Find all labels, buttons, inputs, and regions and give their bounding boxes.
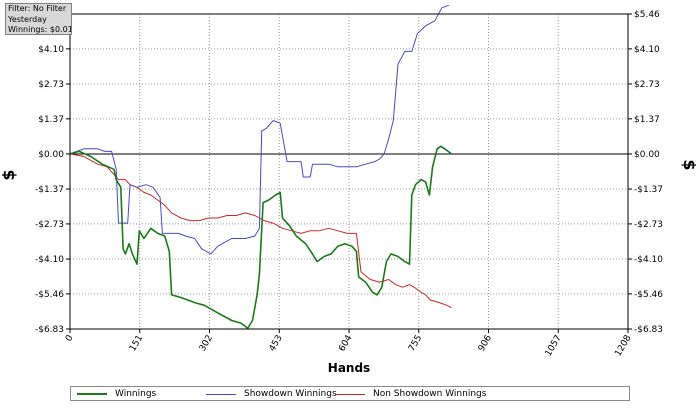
filter-text: Filter: No Filter — [8, 4, 67, 13]
series-layer — [69, 4, 452, 329]
legend-swatch-showdown — [206, 393, 236, 395]
x-tick-label: 453 — [268, 334, 285, 354]
x-axis: 0 151 302 453 604 755 906 1057 1208 — [64, 329, 634, 358]
legend-label-showdown: Showdown Winnings — [244, 389, 337, 399]
x-tick-label: 1057 — [544, 334, 564, 359]
legend-swatch-non-showdown — [335, 393, 365, 395]
y-tick-label-right: -$4.10 — [634, 255, 663, 265]
series-line-winnings — [69, 145, 452, 329]
plot-background — [70, 14, 628, 329]
y-axis-title-left: $ — [0, 169, 18, 180]
y-tick-label-left: -$1.37 — [35, 185, 64, 195]
y-tick-label-right: $5.46 — [634, 10, 660, 20]
y-tick-label-right: $0.00 — [634, 150, 660, 160]
y-axis-right: $5.46 $4.10 $2.73 $1.37 $0.00 -$1.37 -$2.73 -$4… — [628, 10, 663, 335]
y-tick-label-right: -$1.37 — [634, 185, 663, 195]
x-tick-label: 151 — [128, 334, 145, 354]
y-tick-label-right: $4.10 — [634, 45, 660, 55]
x-tick-label: 0 — [64, 333, 76, 343]
y-tick-label-right: $1.37 — [634, 115, 660, 125]
x-tick-label: 1208 — [613, 333, 633, 358]
y-tick-label-left: -$4.10 — [35, 255, 64, 265]
legend-item-showdown: Showdown Winnings — [206, 388, 337, 400]
filter-info-box: Filter: No Filter Yesterday Winnings: $0… — [5, 3, 72, 35]
legend-label-non-showdown: Non Showdown Winnings — [373, 389, 487, 399]
y-axis-title-right: $ — [680, 159, 699, 170]
y-tick-label-left: $1.37 — [38, 115, 64, 125]
y-tick-label-right: -$2.73 — [634, 220, 663, 230]
x-tick-label: 302 — [198, 334, 215, 354]
y-tick-label-right: -$5.46 — [634, 290, 663, 300]
legend-swatch-winnings — [77, 393, 107, 395]
chart-legend: Winnings Showdown Winnings Non Showdown … — [70, 386, 630, 401]
legend-item-non-showdown: Non Showdown Winnings — [335, 388, 486, 400]
x-axis-title: Hands — [328, 361, 370, 375]
period-text: Yesterday — [8, 14, 47, 24]
y-tick-label-left: $0.00 — [38, 150, 64, 160]
winnings-text: Winnings: $0.01 — [8, 25, 72, 34]
y-tick-label-left: $2.73 — [38, 80, 64, 90]
y-tick-label-left: $4.10 — [38, 45, 64, 55]
x-tick-label: 755 — [407, 334, 424, 354]
y-tick-label-left: -$6.83 — [35, 325, 64, 335]
y-tick-label-left: -$2.73 — [35, 220, 64, 230]
x-tick-label: 906 — [477, 333, 494, 353]
x-tick-label: 604 — [337, 333, 354, 353]
y-tick-label-right: $2.73 — [634, 80, 660, 90]
y-axis-left: $5.46$4.10$2.73$1.37$0.00-$1.37-$2.73-$4… — [35, 10, 70, 335]
legend-item-winnings: Winnings — [77, 388, 156, 400]
legend-label-winnings: Winnings — [115, 389, 157, 399]
y-tick-label-left: -$5.46 — [35, 290, 64, 300]
series-line-showdown-winnings — [69, 4, 449, 255]
y-tick-label-right: -$6.83 — [634, 325, 663, 335]
